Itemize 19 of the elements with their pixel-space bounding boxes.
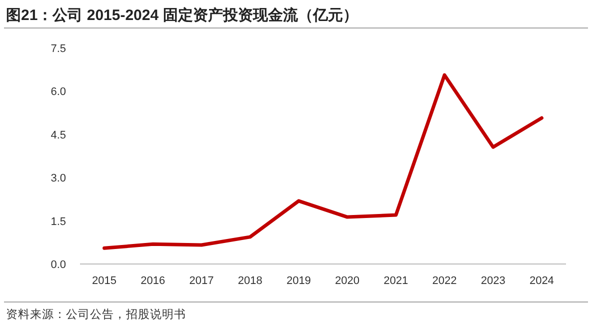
chart-title: 图21：公司 2015-2024 固定资产投资现金流（亿元）: [6, 6, 358, 24]
x-tick-label: 2021: [384, 275, 408, 287]
y-tick-label: 4.5: [50, 129, 66, 142]
x-tick-label: 2022: [432, 275, 457, 287]
y-tick-label: 7.5: [50, 43, 66, 55]
x-tick-label: 2024: [529, 275, 554, 287]
y-tick-label: 1.5: [50, 216, 66, 228]
y-tick-label: 3.0: [50, 172, 66, 185]
y-tick-label: 0.0: [50, 259, 66, 271]
text: 资料来源：公司公告，招股说明书: [6, 308, 186, 321]
line-series: [102, 73, 544, 250]
x-tick-label: 2015: [92, 275, 117, 287]
x-tick-label: 2020: [335, 275, 360, 287]
x-tick-label: 2018: [238, 275, 262, 287]
x-tick-label: 2017: [189, 275, 214, 287]
x-tick-label: 2019: [286, 275, 311, 287]
x-tick-label: 2016: [140, 275, 166, 287]
x-tick-label: 2023: [480, 275, 506, 287]
y-tick-label: 6.0: [50, 86, 66, 98]
